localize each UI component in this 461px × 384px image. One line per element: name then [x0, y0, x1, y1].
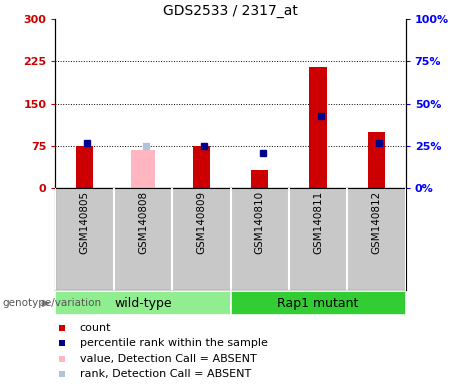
Bar [76, 146, 93, 188]
Text: count: count [80, 323, 112, 333]
Text: wild-type: wild-type [114, 297, 171, 310]
FancyBboxPatch shape [230, 291, 406, 316]
Text: GSM140811: GSM140811 [313, 191, 323, 255]
Text: genotype/variation: genotype/variation [2, 298, 101, 308]
Bar [251, 170, 268, 188]
Title: GDS2533 / 2317_at: GDS2533 / 2317_at [163, 4, 298, 18]
Text: value, Detection Call = ABSENT: value, Detection Call = ABSENT [80, 354, 257, 364]
Text: GSM140808: GSM140808 [138, 191, 148, 254]
Bar [130, 150, 155, 188]
Bar [309, 67, 327, 188]
Text: GSM140805: GSM140805 [79, 191, 89, 254]
Text: Rap1 mutant: Rap1 mutant [278, 297, 359, 310]
Text: GSM140809: GSM140809 [196, 191, 207, 254]
Text: percentile rank within the sample: percentile rank within the sample [80, 338, 268, 348]
Text: GSM140810: GSM140810 [254, 191, 265, 254]
Bar [193, 146, 210, 188]
Text: rank, Detection Call = ABSENT: rank, Detection Call = ABSENT [80, 369, 251, 379]
Text: GSM140812: GSM140812 [372, 191, 382, 255]
Bar [368, 132, 385, 188]
FancyBboxPatch shape [55, 291, 230, 316]
